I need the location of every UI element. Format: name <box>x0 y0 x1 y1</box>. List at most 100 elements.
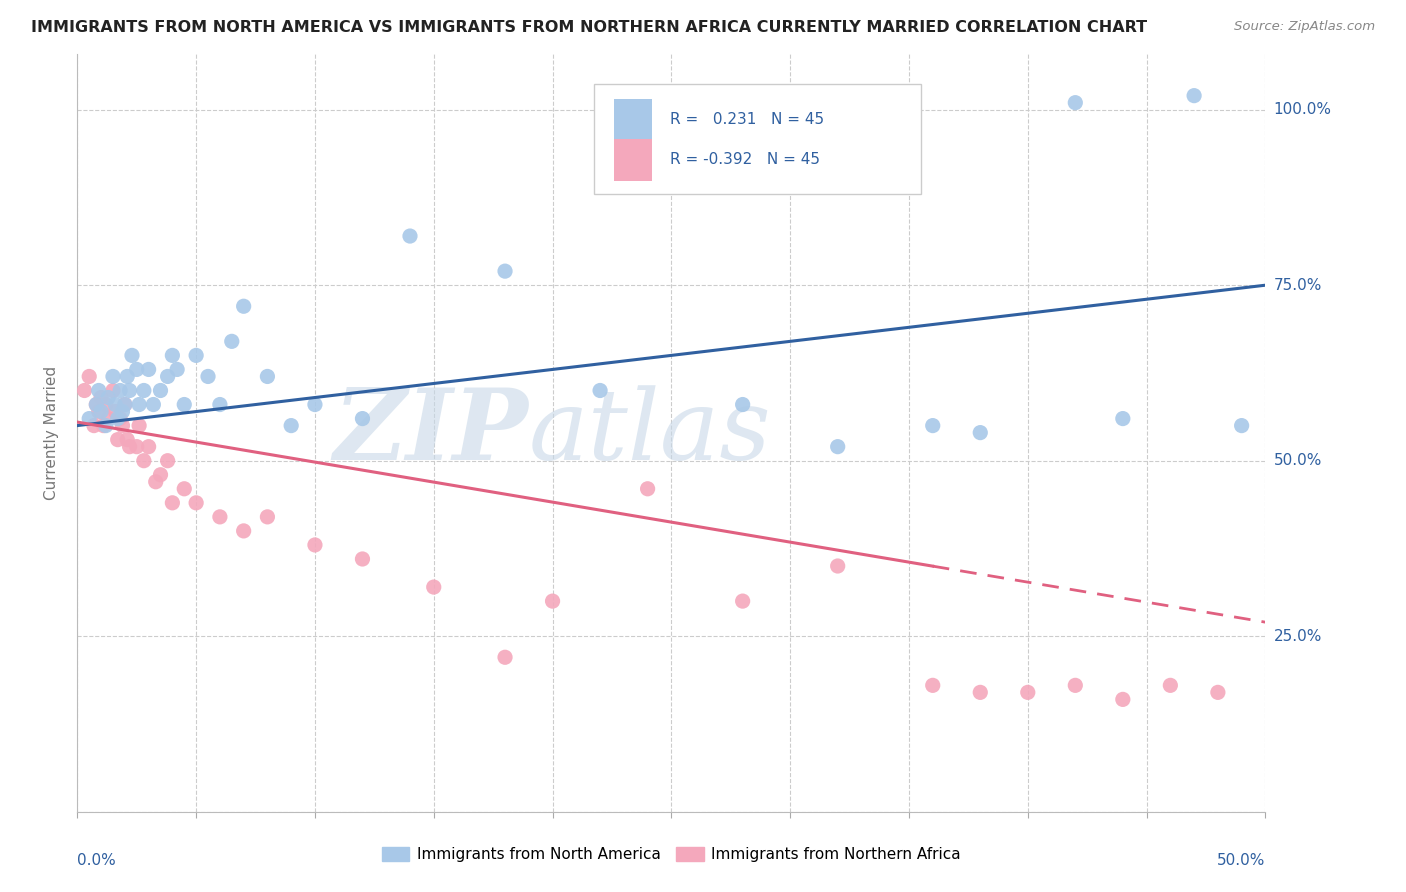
Point <box>114 398 136 412</box>
Point <box>111 404 134 418</box>
Point <box>77 369 100 384</box>
Text: atlas: atlas <box>529 385 772 480</box>
Point <box>921 418 943 433</box>
Point <box>1206 685 1229 699</box>
Point <box>1064 95 1087 110</box>
Point <box>156 453 179 467</box>
Point <box>73 384 96 398</box>
Point <box>104 398 127 412</box>
Point <box>1159 678 1181 692</box>
Point <box>232 524 254 538</box>
Point <box>1182 88 1205 103</box>
Point <box>108 411 131 425</box>
Point <box>827 440 849 454</box>
Text: 100.0%: 100.0% <box>1274 103 1331 117</box>
Text: 50.0%: 50.0% <box>1274 453 1322 468</box>
Text: R =   0.231   N = 45: R = 0.231 N = 45 <box>671 112 824 127</box>
Point <box>197 369 219 384</box>
Point <box>97 391 120 405</box>
FancyBboxPatch shape <box>614 99 652 140</box>
Point <box>111 418 134 433</box>
Point <box>104 404 127 418</box>
FancyBboxPatch shape <box>595 84 921 194</box>
Point <box>208 509 231 524</box>
Point <box>352 411 374 425</box>
Point <box>94 418 117 433</box>
Point <box>138 362 160 376</box>
Point <box>83 418 105 433</box>
Point <box>1017 685 1039 699</box>
Point <box>115 433 138 447</box>
Point <box>87 384 110 398</box>
Point <box>256 509 278 524</box>
Point <box>132 384 155 398</box>
Point <box>173 482 195 496</box>
Point <box>208 398 231 412</box>
Text: 0.0%: 0.0% <box>77 854 117 869</box>
Point <box>125 362 148 376</box>
Point <box>86 398 108 412</box>
Point <box>128 398 150 412</box>
Point <box>114 398 136 412</box>
Point <box>86 398 108 412</box>
Point <box>162 348 184 362</box>
Point <box>731 398 754 412</box>
Point <box>107 411 129 425</box>
Point <box>256 369 278 384</box>
Point <box>121 348 143 362</box>
Point <box>77 411 100 425</box>
Point <box>921 678 943 692</box>
Point <box>1230 418 1253 433</box>
Point <box>969 425 991 440</box>
Point <box>186 496 208 510</box>
Y-axis label: Currently Married: Currently Married <box>44 366 59 500</box>
Point <box>166 362 188 376</box>
Point <box>90 404 112 418</box>
Point <box>1064 678 1087 692</box>
Point <box>107 433 129 447</box>
Point <box>173 398 195 412</box>
Point <box>352 552 374 566</box>
Point <box>94 398 117 412</box>
Point <box>304 398 326 412</box>
Point <box>93 418 115 433</box>
Point <box>232 299 254 313</box>
Point <box>156 369 179 384</box>
Point <box>145 475 167 489</box>
Point <box>637 482 659 496</box>
Point <box>142 398 165 412</box>
Point <box>128 418 150 433</box>
Text: ZIP: ZIP <box>333 384 529 481</box>
Point <box>101 384 124 398</box>
Point <box>149 467 172 482</box>
Text: 50.0%: 50.0% <box>1218 854 1265 869</box>
Point <box>827 559 849 574</box>
Point <box>221 334 243 349</box>
Point <box>186 348 208 362</box>
Point <box>118 384 141 398</box>
Point <box>90 391 112 405</box>
Point <box>115 369 138 384</box>
Point <box>541 594 564 608</box>
Point <box>97 411 120 425</box>
Text: IMMIGRANTS FROM NORTH AMERICA VS IMMIGRANTS FROM NORTHERN AFRICA CURRENTLY MARRI: IMMIGRANTS FROM NORTH AMERICA VS IMMIGRA… <box>31 20 1147 35</box>
Point <box>132 453 155 467</box>
Text: 25.0%: 25.0% <box>1274 629 1322 644</box>
Point <box>589 384 612 398</box>
Text: Source: ZipAtlas.com: Source: ZipAtlas.com <box>1234 20 1375 33</box>
Point <box>399 229 422 244</box>
Text: R = -0.392   N = 45: R = -0.392 N = 45 <box>671 153 820 167</box>
Legend: Immigrants from North America, Immigrants from Northern Africa: Immigrants from North America, Immigrant… <box>375 841 967 869</box>
Point <box>304 538 326 552</box>
Text: 75.0%: 75.0% <box>1274 277 1322 293</box>
Point <box>149 384 172 398</box>
Point <box>280 418 302 433</box>
Point <box>731 594 754 608</box>
Point <box>125 440 148 454</box>
Point <box>969 685 991 699</box>
Point <box>494 264 516 278</box>
Point <box>1112 411 1135 425</box>
Point <box>423 580 446 594</box>
Point <box>101 369 124 384</box>
Point <box>494 650 516 665</box>
